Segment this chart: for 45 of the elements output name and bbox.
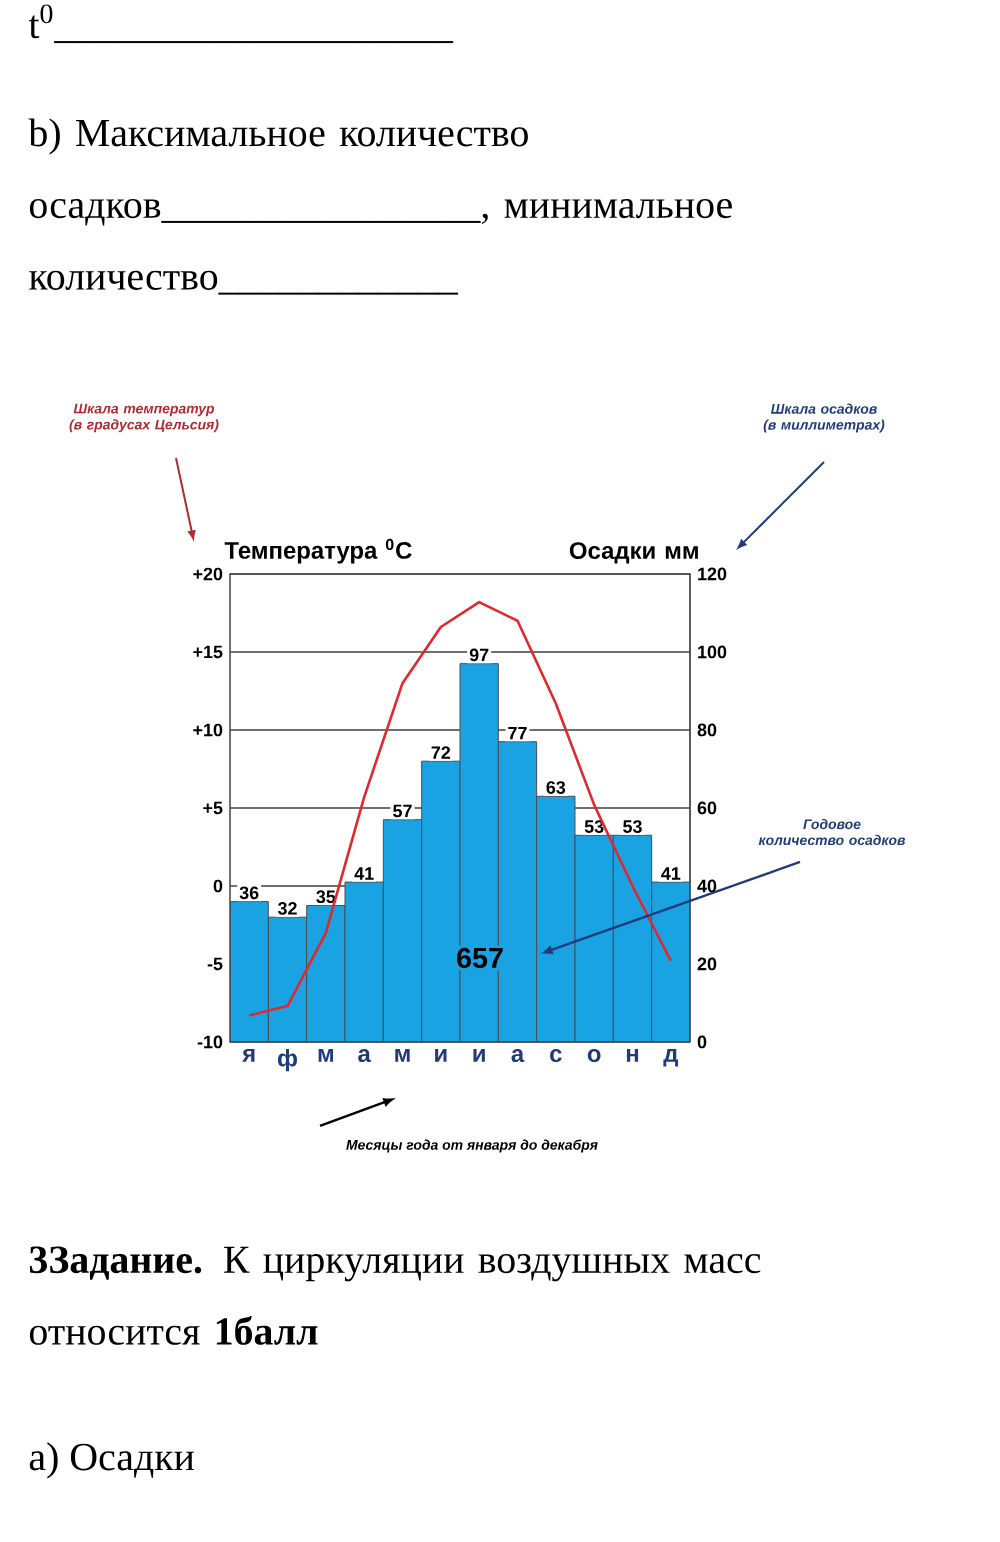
data-label: 36 (239, 886, 259, 900)
y-tick-label: -10 (197, 1035, 223, 1049)
x-tick-label: с (550, 1049, 562, 1063)
x-tick-label: а (358, 1049, 371, 1063)
data-label: 32 (277, 902, 297, 915)
x-tick-label: и (473, 1049, 485, 1062)
data-label: 57 (393, 804, 412, 818)
text: t$^{0}$____________________ (28, 4, 454, 44)
data-label: 41 (354, 867, 374, 880)
y2-tick-label: 60 (697, 801, 717, 815)
data-label: 63 (546, 781, 566, 794)
y2-tick-label: 20 (697, 957, 717, 971)
y-tick-label: +20 (193, 567, 223, 581)
x-tick-label: м (395, 1049, 410, 1062)
text: b) Максимальное количество осадков________________, минимальное количество____________ (28, 118, 732, 295)
y-tick-label: +15 (193, 645, 223, 659)
x-tick-label: о (587, 1049, 601, 1063)
y-tick-label: +10 (193, 723, 223, 737)
annotation: 657 (457, 947, 503, 969)
y-tick-label: -5 (207, 957, 223, 971)
y2-tick-label: 80 (697, 723, 717, 737)
x-tick-label: и (435, 1049, 447, 1062)
data-label: 53 (584, 820, 604, 833)
x-tick-label: а (511, 1049, 525, 1063)
data-label: 41 (661, 867, 681, 880)
y2-tick-label: 0 (697, 1035, 707, 1049)
x-tick-label: д (663, 1049, 678, 1067)
data-label: 97 (469, 648, 489, 662)
y-axis-title: Температура $^{0}$C (224, 538, 412, 564)
data-label: 72 (431, 746, 451, 759)
x-tick-label: ф (278, 1049, 297, 1072)
y2-tick-label: 100 (698, 645, 727, 659)
data-label: 53 (623, 820, 642, 833)
y-tick-label: +5 (203, 801, 223, 815)
x-tick-label: я (242, 1049, 255, 1062)
y-tick-label: 0 (213, 879, 223, 893)
x-tick-label: н (626, 1049, 639, 1062)
y2-axis-title: Осадки мм (569, 542, 698, 564)
y2-tick-label: 40 (697, 879, 717, 893)
data-label: 35 (316, 890, 336, 904)
y2-tick-label: 120 (698, 567, 727, 581)
data-label: 77 (508, 726, 527, 740)
x-tick-label: м (318, 1049, 333, 1062)
text: 3Задание. К циркуляции воздушных масс относится 1балл (29, 1246, 761, 1345)
text: а) Осадки (29, 1442, 194, 1479)
